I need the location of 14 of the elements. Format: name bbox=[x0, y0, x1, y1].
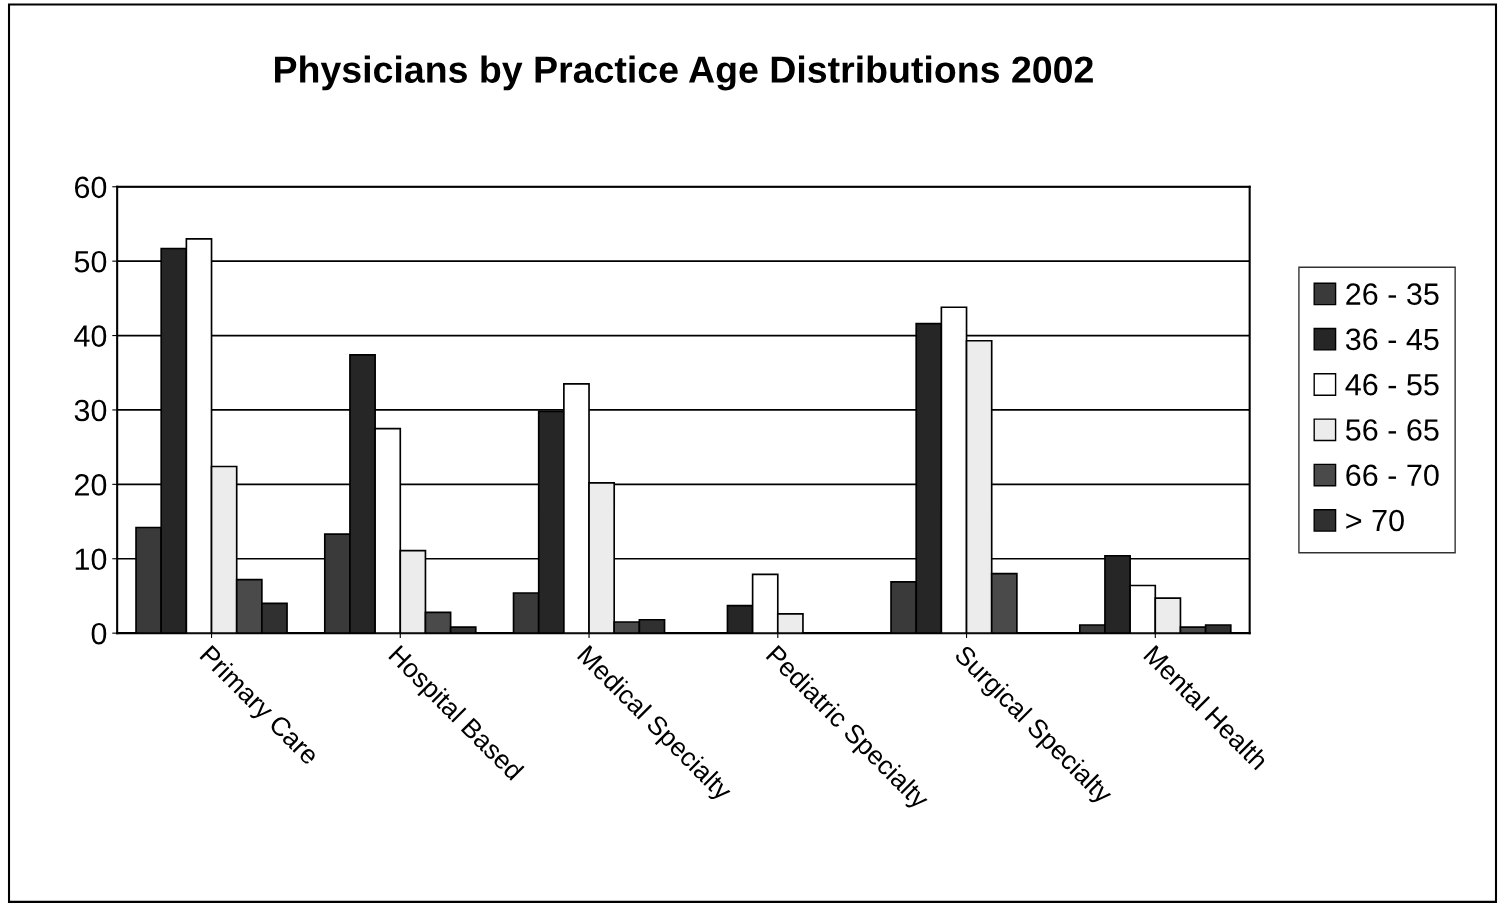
legend-label: 56 - 65 bbox=[1345, 419, 1439, 441]
legend-label: 66 - 70 bbox=[1346, 464, 1439, 487]
y-tick-label: 30 bbox=[74, 399, 107, 422]
chart-title: Physicians by Practice Age Distributions 2002 bbox=[275, 55, 1093, 91]
y-tick-label: 60 bbox=[75, 176, 107, 199]
y-tick-label: 0 bbox=[91, 622, 107, 645]
y-tick-label: 10 bbox=[75, 548, 107, 571]
legend-label: 26 - 35 bbox=[1346, 283, 1439, 305]
legend-label: 46 - 55 bbox=[1345, 373, 1439, 396]
y-tick-label: 20 bbox=[74, 474, 107, 496]
legend-label: 36 - 45 bbox=[1345, 328, 1439, 351]
y-tick-label: 50 bbox=[74, 250, 107, 273]
legend-label: > 70 bbox=[1346, 509, 1404, 532]
y-tick-label: 40 bbox=[74, 325, 107, 347]
